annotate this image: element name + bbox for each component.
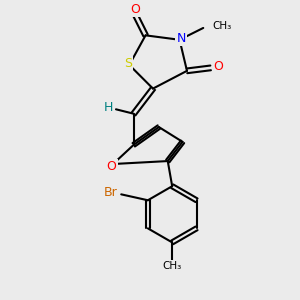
Text: CH₃: CH₃	[163, 261, 182, 271]
Text: O: O	[130, 3, 140, 16]
Text: CH₃: CH₃	[212, 22, 231, 32]
Text: O: O	[213, 60, 223, 73]
Text: N: N	[176, 32, 186, 45]
Text: O: O	[106, 160, 116, 173]
Text: Br: Br	[104, 186, 118, 200]
Text: H: H	[104, 101, 113, 114]
Text: S: S	[124, 57, 132, 70]
